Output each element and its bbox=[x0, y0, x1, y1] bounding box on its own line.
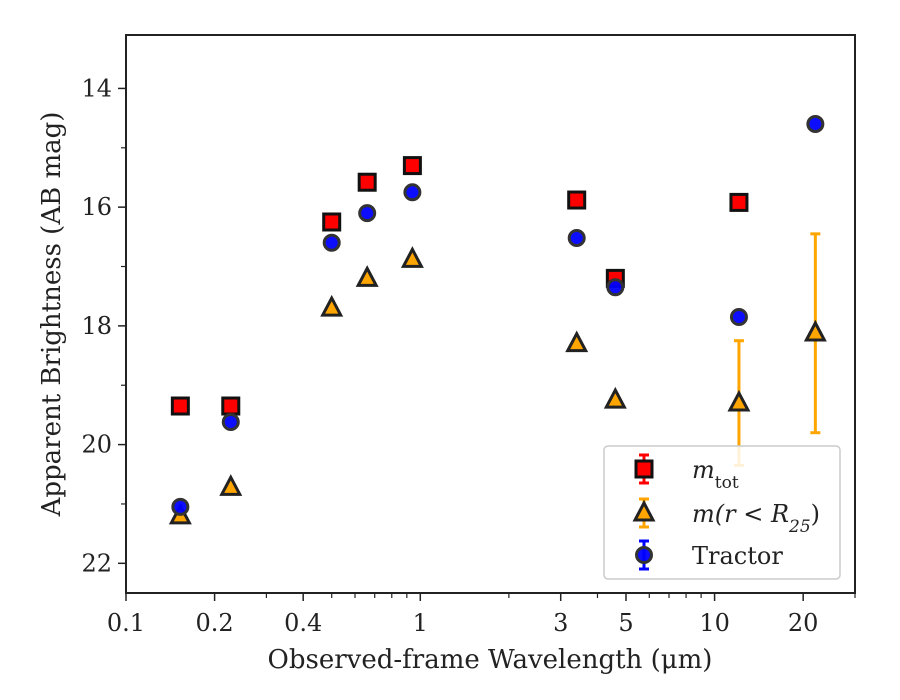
x-axis-label: Observed-frame Wavelength (μm) bbox=[268, 645, 713, 675]
legend: mtot m(r < R25) Tractor bbox=[603, 445, 841, 580]
legend-label: mtot bbox=[692, 456, 739, 493]
data-point-circle bbox=[322, 233, 341, 252]
data-point-triangle bbox=[219, 474, 243, 496]
data-point-triangle bbox=[320, 294, 344, 317]
x-tick-label: 0.2 bbox=[196, 609, 234, 637]
data-point-circle bbox=[221, 413, 240, 432]
data-point-triangle bbox=[603, 386, 627, 409]
data-marks bbox=[168, 115, 827, 525]
series-triangle bbox=[168, 232, 827, 525]
y-tick-label: 18 bbox=[81, 312, 112, 340]
y-tick-label: 14 bbox=[81, 74, 112, 102]
x-tick-label: 10 bbox=[699, 609, 730, 637]
data-point-square bbox=[729, 192, 749, 212]
data-point-triangle bbox=[727, 389, 751, 412]
data-point-square bbox=[567, 190, 587, 210]
data-point-square bbox=[170, 396, 190, 416]
y-tick-label: 20 bbox=[81, 431, 112, 459]
data-point-circle bbox=[567, 229, 586, 248]
x-tick-label: 20 bbox=[788, 609, 819, 637]
data-point-triangle bbox=[565, 330, 589, 353]
legend-label: m(r < R25) bbox=[692, 500, 820, 537]
plot-frame bbox=[125, 34, 856, 594]
data-point-circle bbox=[403, 183, 422, 202]
series-circle bbox=[171, 115, 825, 516]
data-point-triangle bbox=[400, 246, 424, 268]
data-point-square bbox=[221, 396, 241, 416]
data-point-triangle bbox=[803, 319, 827, 342]
y-tick-label: 16 bbox=[81, 193, 112, 221]
y-tick-label: 22 bbox=[81, 549, 112, 577]
data-point-circle bbox=[606, 278, 625, 297]
axis-ticks: 0.1 0.2 0.4 1 3 5 10 20 14 16 18 20 22 bbox=[81, 74, 856, 637]
legend-marker-square bbox=[634, 459, 654, 479]
data-point-square bbox=[322, 212, 342, 232]
x-tick-label: 0.4 bbox=[284, 609, 322, 637]
y-axis-label: Apparent Brightness (AB mag) bbox=[37, 112, 67, 518]
data-point-square bbox=[357, 172, 377, 192]
data-point-square bbox=[402, 156, 422, 176]
data-point-circle bbox=[806, 115, 825, 134]
legend-marker-circle bbox=[635, 546, 653, 564]
data-point-circle bbox=[171, 497, 190, 516]
data-point-triangle bbox=[355, 265, 379, 287]
x-tick-label: 1 bbox=[413, 609, 428, 637]
legend-label: Tractor bbox=[692, 542, 783, 570]
data-point-circle bbox=[358, 204, 377, 223]
data-point-circle bbox=[729, 307, 748, 326]
legend-marker-triangle bbox=[632, 499, 656, 522]
x-tick-label: 5 bbox=[618, 609, 633, 637]
x-tick-label: 0.1 bbox=[107, 609, 145, 637]
legend-box bbox=[603, 445, 841, 580]
x-tick-label: 3 bbox=[553, 609, 568, 637]
